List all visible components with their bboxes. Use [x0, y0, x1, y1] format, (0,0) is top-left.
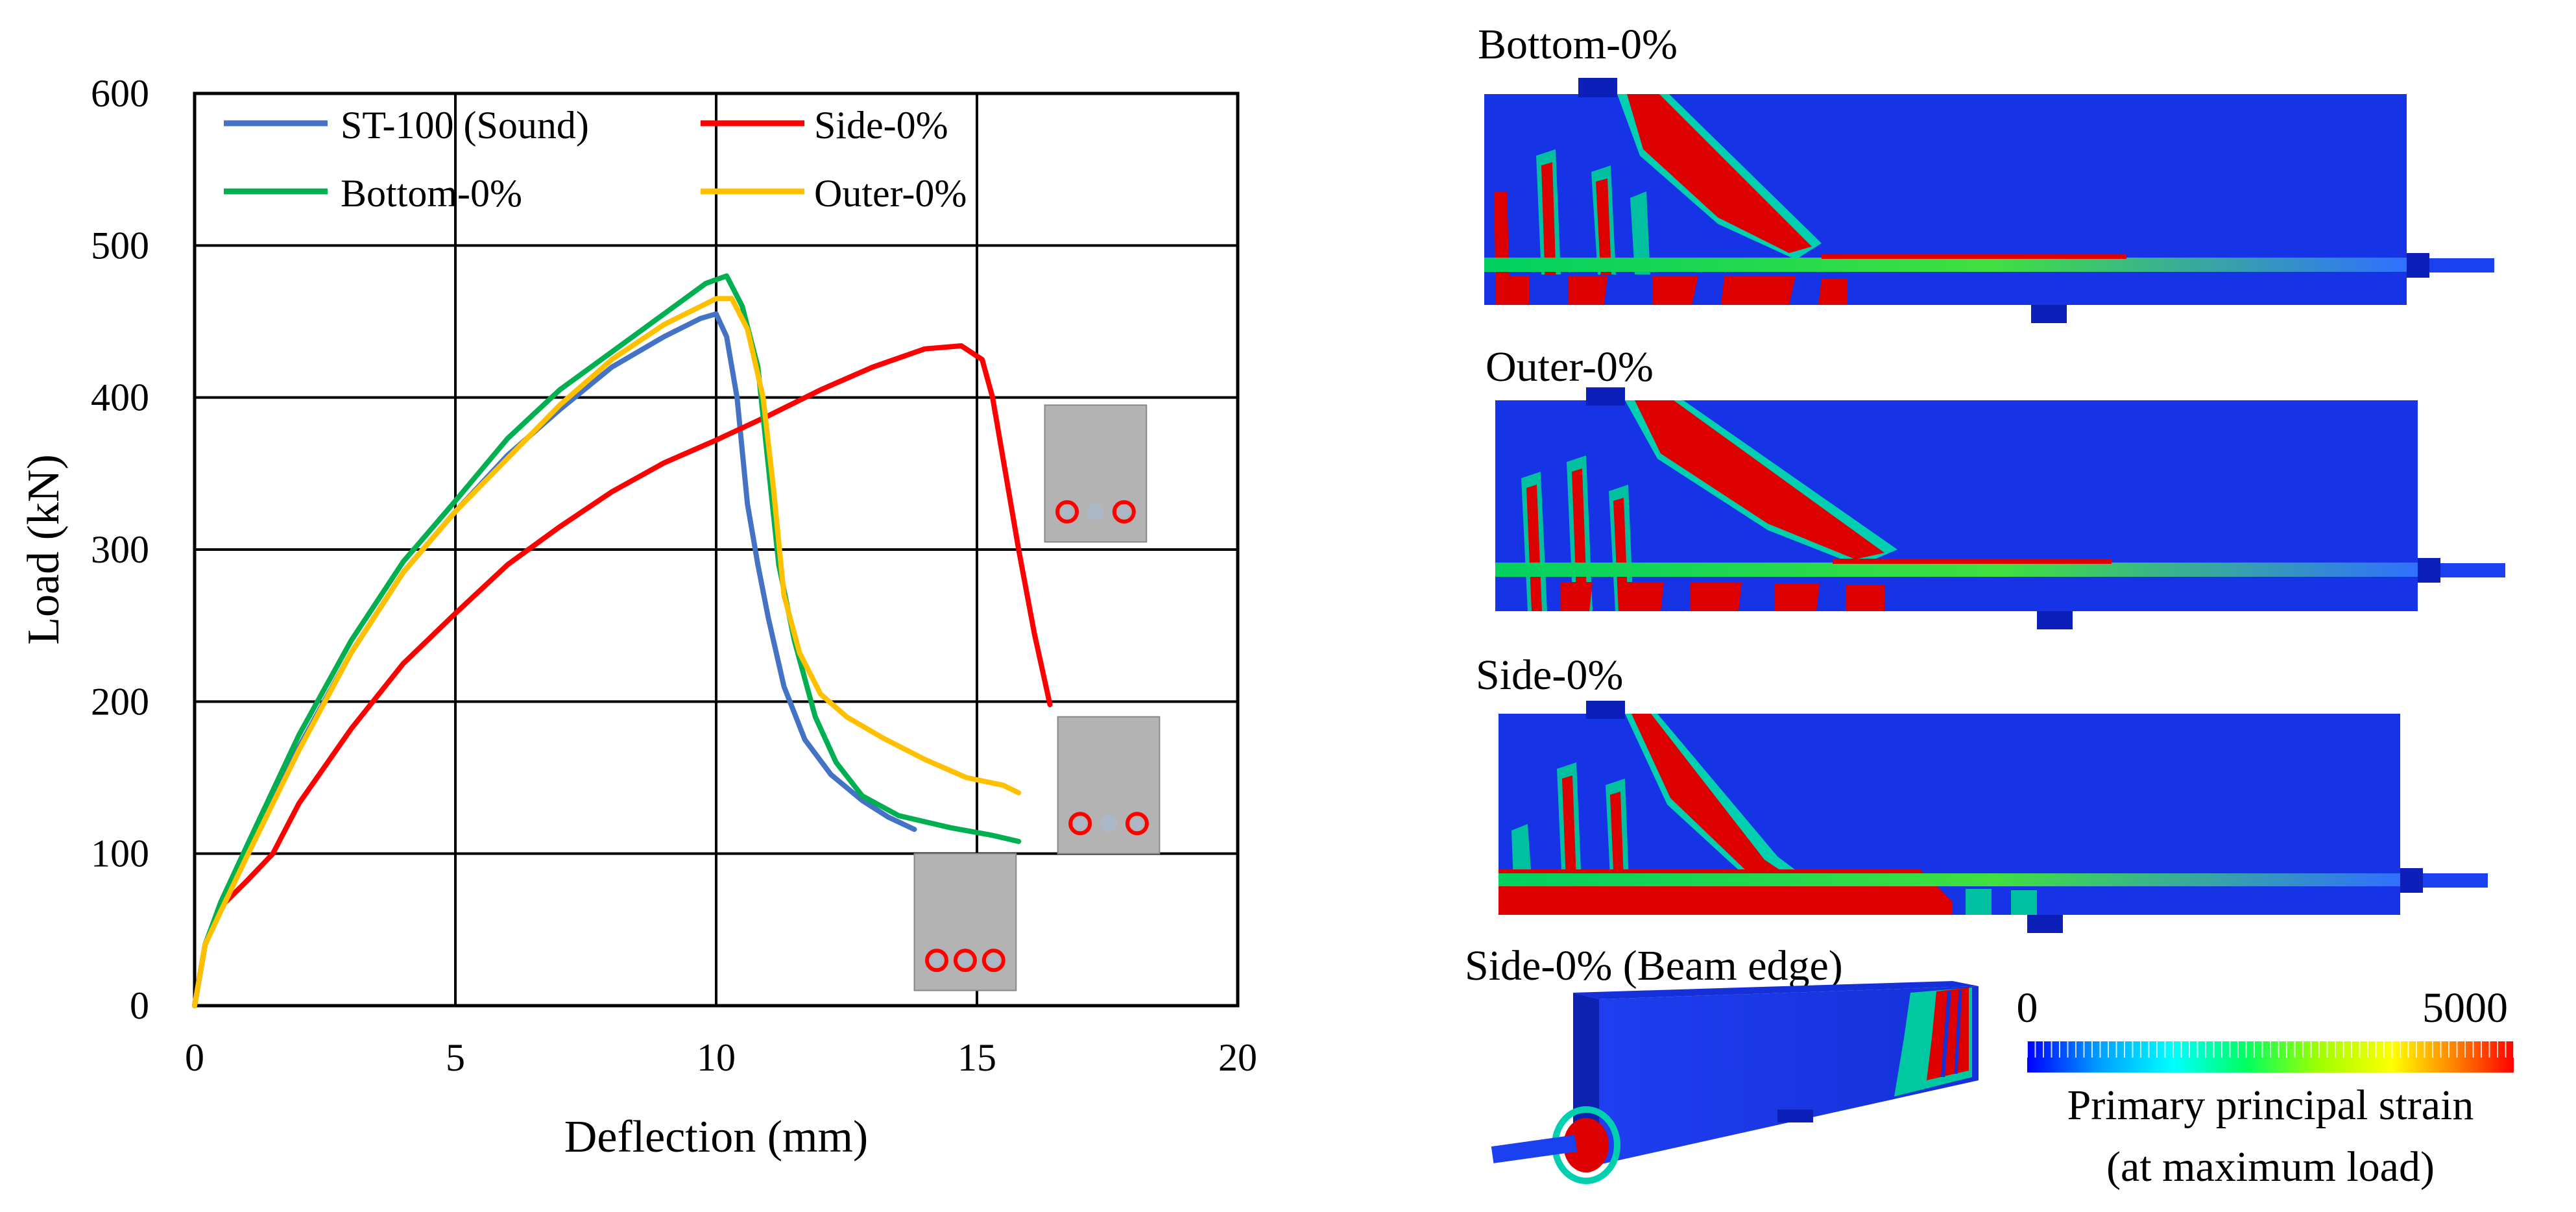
series-line-st-100-sound [192, 311, 917, 1008]
flexural-crack [1526, 485, 1542, 611]
legend-label-st100: ST-100 (Sound) [341, 104, 589, 147]
diagonal-crack-core [1627, 94, 1812, 253]
inset-bar-corroded [981, 949, 1005, 973]
x-tick-label: 15 [957, 1036, 996, 1079]
loading-plate [1586, 701, 1625, 719]
crack-along-bar [1822, 254, 2126, 259]
series-lines [192, 273, 1053, 1008]
panel-bottom: Bottom-0% [1478, 21, 2494, 323]
bolt-end [2423, 873, 2488, 888]
inset-bar-core [1074, 818, 1087, 830]
y-tick-label: 200 [91, 680, 149, 723]
diagonal-crack-core [1631, 714, 1784, 873]
flexural-crack [1494, 191, 1510, 305]
x-axis-label: Deflection (mm) [564, 1112, 868, 1162]
load-deflection-chart: 0 100 200 300 400 500 600 0 5 10 15 20 ST-100 (Sou… [19, 72, 1257, 1162]
inset-bar-core [931, 954, 943, 967]
beam-front-face [1599, 986, 1979, 1165]
rebar [1484, 258, 2407, 272]
colorbar-max-label: 5000 [2422, 984, 2508, 1032]
inset-bar-corroded [1068, 812, 1092, 836]
y-axis-label: Load (kN) [19, 454, 69, 645]
y-tick-label: 400 [91, 376, 149, 419]
loading-plate [1578, 78, 1617, 97]
x-tick-label: 5 [446, 1036, 465, 1079]
panel-outer-label: Outer-0% [1486, 343, 1654, 391]
inset-bar-core [1131, 818, 1143, 830]
y-tick-label: 600 [91, 72, 149, 115]
bottom-cracks [1510, 276, 1848, 305]
x-tick-label: 0 [185, 1036, 204, 1079]
plot-area-frame [193, 91, 1240, 1008]
inset-bar-corroded [1125, 812, 1149, 836]
anchor-plate [2407, 253, 2429, 278]
beam-body [1495, 400, 2418, 611]
legend-label-outer: Outer-0% [814, 172, 967, 215]
anchor-plate [2400, 868, 2423, 893]
cross-section-insets [913, 404, 1161, 991]
colorbar: 0 5000 Primary principal strain (at maxi… [2017, 984, 2514, 1191]
inset-bar-core [1061, 505, 1074, 518]
chart-grid [193, 92, 1239, 1007]
loading-plate [1586, 387, 1625, 406]
inset-bar [1100, 815, 1118, 832]
diagonal-crack-core [1635, 400, 1884, 559]
panel-side-label: Side-0% [1476, 651, 1623, 699]
edge-crack-line [1941, 991, 1951, 1078]
colorbar-ticks [2027, 1041, 2514, 1058]
beam-top-face [1573, 981, 1979, 999]
series-line-side-0 [192, 343, 1053, 1008]
protruding-bar [1491, 1135, 1578, 1163]
bolt-end [2440, 563, 2505, 577]
series-line-bottom-0 [192, 273, 1022, 1008]
inset-bar-core [1118, 505, 1130, 518]
colorbar-min-label: 0 [2017, 984, 2038, 1032]
x-tick-label: 20 [1218, 1036, 1257, 1079]
support-plate [1777, 1109, 1813, 1122]
crack-along-bar [1833, 559, 2112, 564]
inset-bar [1087, 503, 1104, 520]
inset-section [1044, 404, 1148, 543]
colorbar-caption-line2: (at maximum load) [2106, 1143, 2435, 1191]
rebar [1495, 563, 2418, 577]
inset-section [1057, 716, 1161, 854]
inset-bar-core [987, 954, 1000, 967]
panel-edge-label: Side-0% (Beam edge) [1465, 942, 1843, 989]
bottom-cracks [1560, 582, 1884, 611]
y-tick-labels: 0 100 200 300 400 500 600 [91, 72, 149, 1027]
legend: ST-100 (Sound) Side-0% Bottom-0% Outer-0… [224, 104, 967, 215]
support-plate [2037, 611, 2073, 629]
panel-bottom-label: Bottom-0% [1478, 21, 1678, 68]
legend-label-side: Side-0% [814, 104, 948, 147]
x-tick-labels: 0 5 10 15 20 [185, 1036, 1257, 1079]
inset-bar-corroded [925, 949, 949, 973]
legend-label-bottom: Bottom-0% [341, 172, 522, 215]
support-plate [2031, 305, 2067, 323]
support-plate [2027, 915, 2063, 933]
bolt-end [2429, 258, 2494, 273]
y-tick-label: 300 [91, 528, 149, 571]
inset-bar-corroded [1055, 500, 1079, 524]
panel-side: Side-0% [1476, 651, 2488, 933]
edge-crack-line [1954, 989, 1962, 1074]
y-tick-label: 500 [91, 224, 149, 267]
y-tick-label: 100 [91, 832, 149, 875]
rebar [1499, 873, 2400, 886]
end-face-red-zone [1563, 1118, 1609, 1172]
inset-bar-corroded [1112, 500, 1136, 524]
y-tick-label: 0 [130, 984, 149, 1027]
flexural-crack [1596, 178, 1613, 305]
panel-edge: Side-0% (Beam edge) [1465, 942, 1979, 1184]
anchor-plate [2418, 558, 2440, 583]
x-tick-label: 10 [697, 1036, 736, 1079]
inset-bar-core [959, 954, 971, 967]
flexural-crack [1613, 498, 1628, 611]
beam-body [1484, 94, 2407, 305]
panel-outer: Outer-0% [1486, 343, 2505, 629]
colorbar-caption-line1: Primary principal strain [2067, 1082, 2474, 1129]
bottom-stripes [1966, 889, 2037, 915]
inset-bar-corroded [953, 949, 977, 973]
series-line-outer-0 [192, 296, 1022, 1008]
